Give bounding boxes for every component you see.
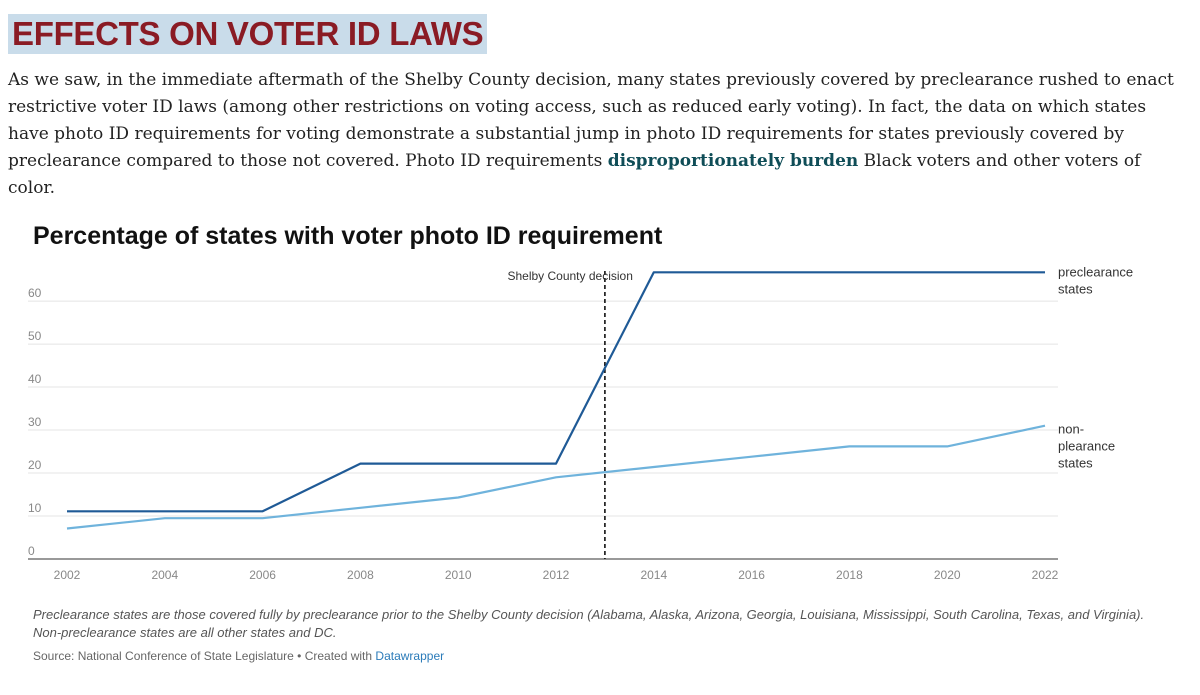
datawrapper-link[interactable]: Datawrapper [375,649,445,663]
paragraph-text-after: Black voters and other voters of color. [8,151,1141,198]
series-label-line: preclearance [1058,264,1133,279]
series-label-1: non-plearance states [1058,422,1115,471]
series-lines [66,271,1046,530]
source-text: Source: National Conference of State Leg… [33,649,376,663]
x-tick-label: 2020 [934,568,961,582]
x-tick-label: 2018 [836,568,863,582]
x-tick-label: 2010 [445,568,472,582]
y-tick-label: 10 [28,501,42,515]
series-label-line: non- [1058,422,1084,437]
series-label-line: states [1058,456,1093,471]
y-tick-label: 0 [28,544,35,558]
x-tick-label: 2002 [54,568,81,582]
y-tick-label: 20 [28,458,42,472]
y-tick-label: 60 [28,286,42,300]
x-tick-label: 2016 [738,568,765,582]
y-axis-ticks: 0 10 20 30 40 50 60 [28,286,42,558]
x-axis-ticks: 2002 2004 2006 2008 2010 2012 2014 2016 2018 2020… [54,568,1059,582]
series-line-0 [67,271,1045,513]
x-tick-label: 2022 [1032,568,1059,582]
chart-source: Source: National Conference of State Leg… [33,649,444,663]
y-tick-label: 40 [28,372,42,386]
paragraph-text-before: As we saw, in the immediate aftermath of… [8,70,1174,171]
x-tick-label: 2004 [151,568,178,582]
x-tick-label: 2006 [249,568,276,582]
chart-title: Percentage of states with voter photo ID… [33,222,663,250]
y-tick-label: 30 [28,415,42,429]
series-label-line: states [1058,281,1093,296]
shelby-annotation: Shelby County decision [507,269,633,559]
series-label-0: preclearance states [1058,264,1133,296]
y-tick-label: 50 [28,329,42,343]
section-title: EFFECTS ON VOTER ID LAWS [8,14,488,54]
intro-paragraph: As we saw, in the immediate aftermath of… [8,67,1188,202]
x-tick-label: 2008 [347,568,374,582]
series-label-line: plearance [1058,439,1115,454]
x-tick-label: 2012 [543,568,570,582]
x-tick-label: 2014 [640,568,667,582]
disproportionately-burden-link[interactable]: disproportionately burden [607,151,859,171]
series-line-1 [66,424,1046,530]
shelby-decision-label: Shelby County decision [507,269,632,283]
grid-lines [28,300,1058,560]
series-labels: preclearance states non-plearance states [1058,264,1133,470]
chart-notes: Preclearance states are those covered fu… [33,607,1145,640]
